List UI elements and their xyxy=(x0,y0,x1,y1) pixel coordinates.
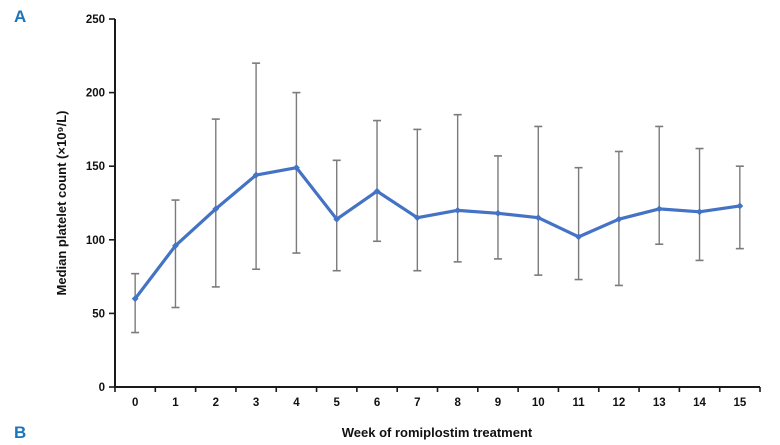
data-point-marker xyxy=(736,202,744,210)
panel-label-b: B xyxy=(14,423,27,442)
x-tick-label: 14 xyxy=(693,397,706,409)
error-bar xyxy=(131,272,140,334)
error-bar xyxy=(574,166,583,281)
error-bar xyxy=(211,118,220,288)
data-point-marker xyxy=(696,208,703,216)
error-bar xyxy=(373,119,382,243)
data-point-marker xyxy=(333,215,341,223)
data-point-marker xyxy=(575,233,582,241)
x-tick-label: 3 xyxy=(253,397,259,409)
y-tick-label: 100 xyxy=(86,235,105,247)
data-point-marker xyxy=(373,187,381,195)
x-tick-label: 8 xyxy=(454,397,461,409)
x-tick-label: 9 xyxy=(495,397,501,409)
data-point-marker xyxy=(534,214,542,222)
error-bar xyxy=(171,199,180,309)
x-tick-label: 11 xyxy=(573,397,586,409)
y-tick-label: 50 xyxy=(92,308,105,320)
data-point-marker xyxy=(615,215,623,223)
y-tick-label: 150 xyxy=(86,161,105,173)
error-bar xyxy=(332,159,341,272)
x-tick-label: 10 xyxy=(532,397,545,409)
error-bar xyxy=(534,125,543,276)
data-point-marker xyxy=(293,164,300,172)
data-point-marker xyxy=(131,295,139,303)
data-point-marker xyxy=(413,214,421,222)
data-point-marker xyxy=(172,242,179,250)
error-bar xyxy=(453,113,462,263)
error-bars xyxy=(131,62,744,334)
x-tick-label: 7 xyxy=(414,397,420,409)
x-tick-label: 5 xyxy=(334,397,341,409)
data-point-marker xyxy=(494,209,502,217)
y-tick-label: 250 xyxy=(86,14,105,26)
data-point-marker xyxy=(252,171,260,179)
x-tick-label: 1 xyxy=(172,397,179,409)
error-bar xyxy=(292,91,301,254)
error-bar xyxy=(493,155,502,260)
series-line xyxy=(131,164,744,303)
x-tick-label: 0 xyxy=(132,397,138,409)
error-bar xyxy=(252,62,261,271)
x-tick-label: 15 xyxy=(733,397,746,409)
x-tick-label: 4 xyxy=(293,397,300,409)
x-axis-title: Week of romiplostim treatment xyxy=(342,425,533,440)
y-axis-title: Median platelet count (×10⁹/L) xyxy=(54,111,69,296)
y-tick-label: 200 xyxy=(86,88,105,100)
data-line xyxy=(133,166,742,301)
error-bar xyxy=(695,147,704,262)
y-tick-label: 0 xyxy=(99,382,105,394)
axes xyxy=(109,18,761,392)
data-point-marker xyxy=(212,205,220,213)
data-point-marker xyxy=(655,205,663,213)
data-point-marker xyxy=(454,206,462,214)
x-tick-label: 13 xyxy=(653,397,666,409)
x-tick-label: 12 xyxy=(613,397,626,409)
error-bar xyxy=(413,128,422,272)
error-bar xyxy=(655,125,664,246)
panel-label-a: A xyxy=(14,7,27,26)
x-tick-label: 2 xyxy=(213,397,219,409)
x-tick-label: 6 xyxy=(374,397,380,409)
